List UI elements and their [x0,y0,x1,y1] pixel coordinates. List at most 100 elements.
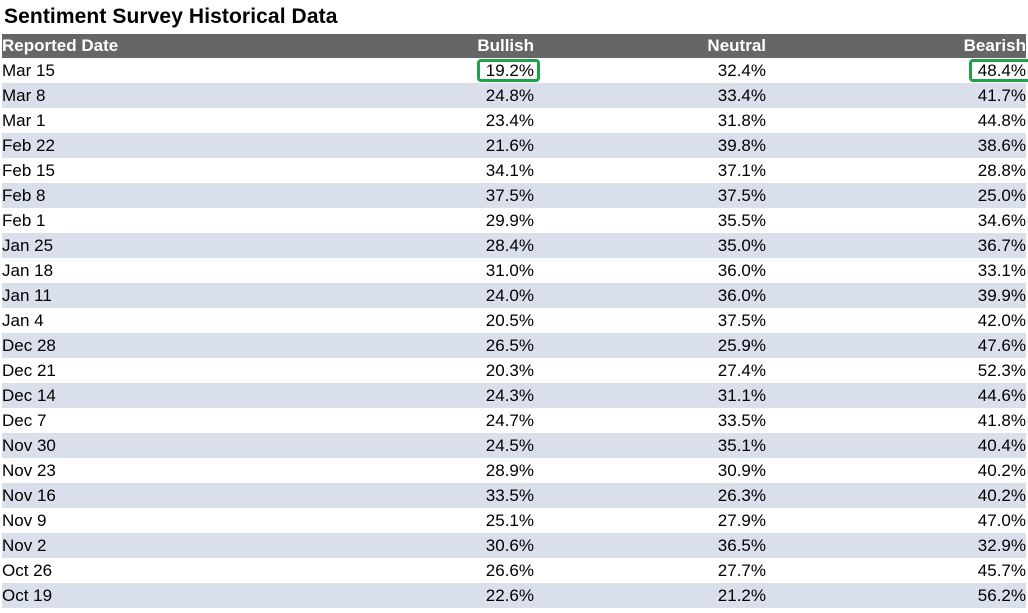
bearish-text: 48.4% [977,61,1026,80]
bullish-text: 25.1% [485,511,534,530]
date-value: Dec 21 [2,358,56,383]
bullish-value: 33.5% [486,483,534,508]
header-row: Reported Date Bullish Neutral Bearish [2,34,1026,58]
bearish-text: 44.6% [977,386,1026,405]
date-value: Oct 26 [2,558,52,583]
cell-bullish: 26.6% [302,558,534,583]
cell-date: Jan 18 [2,258,302,283]
bearish-text: 36.7% [977,236,1026,255]
cell-bullish: 29.9% [302,208,534,233]
cell-bullish: 31.0% [302,258,534,283]
bearish-value: 44.6% [978,383,1026,408]
neutral-value: 33.5% [718,408,766,433]
cell-bullish: 19.2% [302,58,540,83]
date-value: Oct 19 [2,583,52,608]
bullish-value: 20.3% [486,358,534,383]
table-row: Mar 1 23.4% 31.8% 44.8% [2,108,1026,133]
neutral-text: 36.0% [717,286,766,305]
bearish-text: 38.6% [977,136,1026,155]
table-row: Mar 8 24.8% 33.4% 41.7% [2,83,1026,108]
cell-bearish: 32.9% [766,533,1026,558]
cell-bearish: 39.9% [766,283,1026,308]
neutral-value: 31.8% [718,108,766,133]
bullish-text: 28.9% [485,461,534,480]
date-value: Mar 15 [2,58,55,83]
neutral-value: 27.9% [718,508,766,533]
cell-date: Nov 23 [2,458,302,483]
neutral-text: 27.7% [717,561,766,580]
bearish-value: 48.4% [968,58,1028,83]
cell-neutral: 37.5% [534,308,766,333]
bearish-text: 42.0% [977,311,1026,330]
bearish-value: 25.0% [978,183,1026,208]
table-row: Dec 21 20.3% 27.4% 52.3% [2,358,1026,383]
date-value: Feb 15 [2,158,55,183]
cell-bullish: 26.5% [302,333,534,358]
bullish-text: 26.5% [485,336,534,355]
table-row: Oct 19 22.6% 21.2% 56.2% [2,583,1026,608]
cell-bullish: 28.9% [302,458,534,483]
bullish-text: 21.6% [485,136,534,155]
header-reported-date: Reported Date [2,34,302,58]
cell-bullish: 30.6% [302,533,534,558]
bearish-value: 44.8% [978,108,1026,133]
cell-bearish: 45.7% [766,558,1026,583]
cell-bearish: 44.8% [766,108,1026,133]
cell-date: Dec 28 [2,333,302,358]
date-text: Oct 19 [2,586,53,605]
cell-bearish: 42.0% [766,308,1026,333]
bullish-text: 20.5% [485,311,534,330]
date-value: Mar 1 [2,108,45,133]
cell-date: Nov 16 [2,483,302,508]
neutral-text: 37.5% [717,186,766,205]
bearish-text: 41.8% [977,411,1026,430]
date-value: Mar 8 [2,83,45,108]
table-row: Dec 28 26.5% 25.9% 47.6% [2,333,1026,358]
bearish-text: 41.7% [977,86,1026,105]
neutral-text: 39.8% [717,136,766,155]
date-value: Feb 8 [2,183,45,208]
date-text: Nov 30 [2,436,56,455]
bullish-value: 24.0% [486,283,534,308]
bullish-value: 29.9% [486,208,534,233]
cell-bearish: 38.6% [766,133,1026,158]
neutral-value: 32.4% [718,58,766,83]
table-row: Mar 15 19.2% 32.4% 48.4% [2,58,1028,83]
cell-bearish: 36.7% [766,233,1026,258]
date-text: Feb 1 [2,211,46,230]
table-row: Feb 15 34.1% 37.1% 28.8% [2,158,1026,183]
cell-date: Jan 4 [2,308,302,333]
bullish-value: 26.5% [486,333,534,358]
bearish-value: 28.8% [978,158,1026,183]
cell-bullish: 22.6% [302,583,534,608]
neutral-text: 31.1% [717,386,766,405]
date-value: Jan 11 [2,283,52,308]
neutral-text: 21.2% [717,586,766,605]
bearish-value: 34.6% [978,208,1026,233]
cell-bullish: 24.8% [302,83,534,108]
cell-date: Feb 15 [2,158,302,183]
bullish-text: 24.7% [485,411,534,430]
table-row: Nov 9 25.1% 27.9% 47.0% [2,508,1026,533]
table-row: Oct 26 26.6% 27.7% 45.7% [2,558,1026,583]
cell-neutral: 27.9% [534,508,766,533]
bearish-text: 52.3% [977,361,1026,380]
date-value: Jan 25 [2,233,53,258]
table-row: Feb 1 29.9% 35.5% 34.6% [2,208,1026,233]
date-value: Feb 22 [2,133,55,158]
bullish-value: 24.3% [486,383,534,408]
cell-bullish: 24.7% [302,408,534,433]
bullish-value: 19.2% [476,58,540,83]
bearish-value: 56.2% [978,583,1026,608]
table-body: Mar 15 19.2% 32.4% 48.4% Mar 8 24.8% 33.4% 41.7… [2,58,1028,608]
bullish-text: 28.4% [485,236,534,255]
cell-bearish: 44.6% [766,383,1026,408]
cell-neutral: 27.7% [534,558,766,583]
neutral-text: 33.5% [717,411,766,430]
neutral-text: 37.5% [717,311,766,330]
bearish-value: 42.0% [978,308,1026,333]
neutral-value: 21.2% [718,583,766,608]
bullish-text: 24.5% [485,436,534,455]
cell-neutral: 33.4% [534,83,766,108]
cell-neutral: 21.2% [534,583,766,608]
